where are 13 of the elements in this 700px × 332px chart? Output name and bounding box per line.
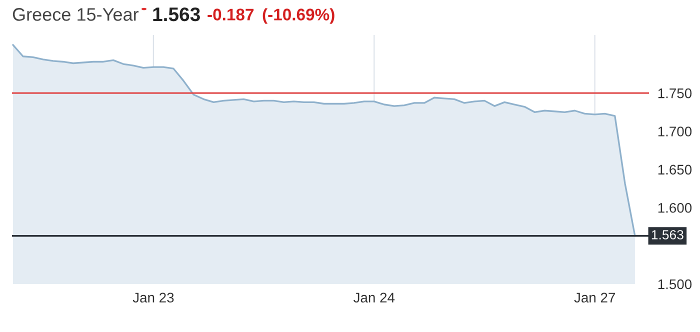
x-tick-label: Jan 23 bbox=[132, 292, 174, 303]
text: (-10.69%) bbox=[262, 8, 334, 24]
y-tick-label: 1.600 bbox=[658, 202, 692, 213]
y-tick-label: 1.500 bbox=[658, 279, 692, 290]
chart-title: Greece 15-Year bbox=[12, 8, 139, 21]
text: 1.563 bbox=[153, 7, 200, 22]
y-tick-label: 1.650 bbox=[658, 164, 692, 175]
y-tick-label: 1.700 bbox=[658, 126, 692, 136]
x-tick-label: Jan 24 bbox=[354, 292, 395, 303]
x-tick-label: Jan 27 bbox=[574, 292, 615, 303]
y-tick-label: 1.750 bbox=[658, 88, 692, 98]
ref-line-label: 1.563 bbox=[652, 230, 684, 240]
text: -0.187 bbox=[208, 8, 254, 20]
